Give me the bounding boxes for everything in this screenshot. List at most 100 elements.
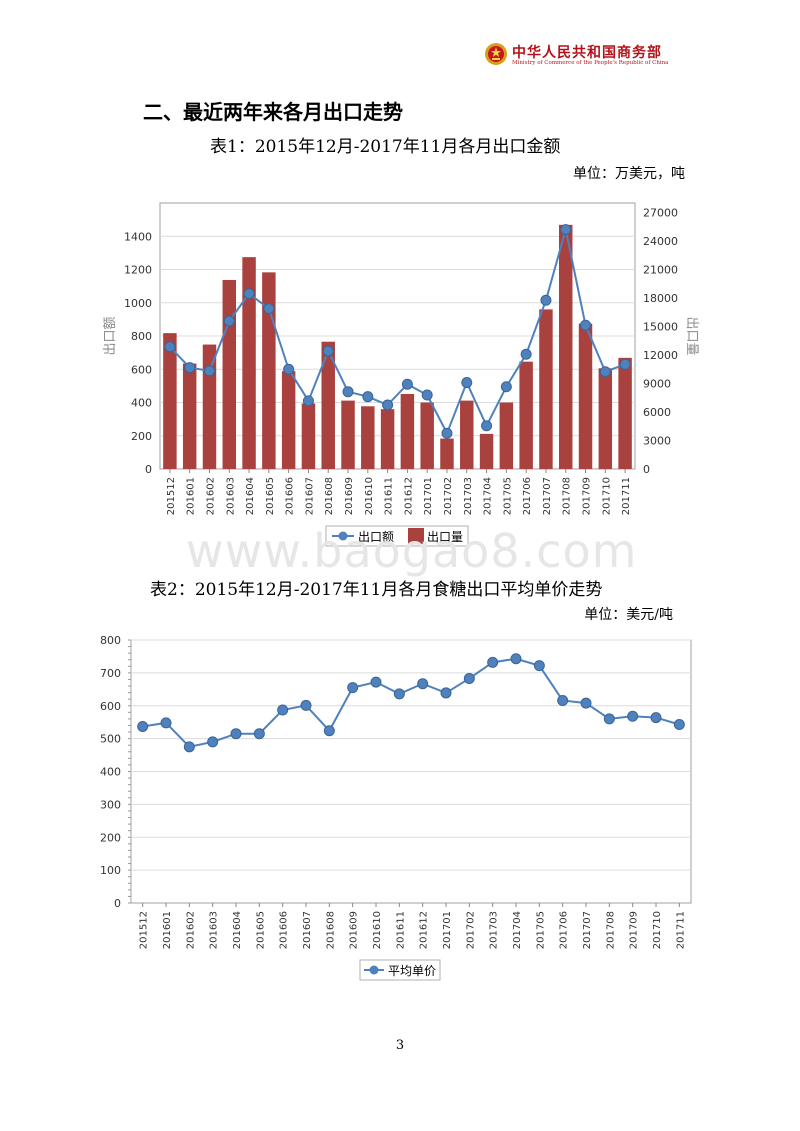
chart1-unit-note: 单位：万美元，吨 [573,166,685,182]
x-tick-label: 201605 [265,477,276,515]
bar [559,224,573,469]
bar [281,371,296,469]
line-point [203,365,215,377]
bar [460,400,474,469]
x-tick-label: 201708 [562,477,573,515]
y-tick-label: 200 [100,831,121,844]
bar [578,323,593,469]
legend-box [359,959,441,981]
right-axis-tick-label: 9000 [643,378,671,391]
x-tick-label: 201704 [483,477,494,515]
x-tick-label: 201707 [542,477,553,515]
bar [361,406,375,469]
line-point [230,728,242,740]
x-tick-label: 201710 [601,477,612,515]
y-tick-label: 500 [100,733,121,746]
line-point [540,294,552,306]
page-number: 3 [395,1038,405,1053]
ministry-logo: 中华人民共和国商务部 Ministry of Commerce of the P… [484,42,684,72]
line-point [183,741,195,753]
line-point [441,427,453,439]
line-point [580,697,592,709]
left-axis-tick-label: 400 [131,397,152,410]
line-point [184,362,196,374]
line-point [481,420,493,432]
line-point [300,699,312,711]
average-price-chart: 0 100 200 300 400 500 600 700 800 201512 201601 201… [100,634,692,981]
x-tick-label: 201609 [344,477,355,515]
line-point [342,386,354,398]
x-tick-label: 201708 [605,911,616,949]
bar [440,438,454,469]
x-tick-label: 201606 [285,477,296,515]
x-tick-label: 201611 [395,911,406,949]
line-point [557,694,569,706]
x-tick-label: 201512 [139,911,150,949]
right-axis-tick-label: 6000 [643,406,671,419]
x-tick-label: 201706 [559,911,570,949]
line-point [603,713,615,725]
line-point [673,718,685,730]
line-point [510,653,522,665]
y-tick-label: 100 [100,864,121,877]
line-point [223,315,235,327]
y-tick-label: 0 [114,897,121,910]
x-tick-label: 201710 [652,911,663,949]
legend-line-marker [338,531,348,541]
line-point [619,358,631,370]
watermark: www.baogao8.com [186,524,638,578]
line-point [520,348,532,360]
line-point [322,345,334,357]
line-point [160,717,172,729]
line-point [440,687,452,699]
right-axis-tick-label: 21000 [643,264,678,277]
right-axis-tick-label: 12000 [643,349,678,362]
x-tick-label: 201612 [419,911,430,949]
line-point [243,288,255,300]
ministry-name-english: Ministry of Commerce of the People's Rep… [512,60,669,66]
legend-label: 出口量 [427,530,463,544]
line-point [393,688,405,700]
y-tick-label: 400 [100,766,121,779]
national-emblem-icon [485,43,507,65]
left-axis-tick-label: 1000 [124,297,152,310]
x-tick-label: 201604 [245,477,256,515]
right-axis-tick-label: 0 [643,463,650,476]
line-point [599,366,611,378]
x-tick-label: 201701 [423,477,434,515]
x-tick-label: 201602 [205,477,216,515]
bar [400,393,415,469]
export-volume-value-chart: 0 200 400 600 800 1000 1200 1400 0 3000 6000 9000 12… [103,202,699,547]
right-axis-tick-label: 24000 [643,235,678,248]
line-point [207,736,219,748]
line-point [463,672,475,684]
x-tick-label: 201702 [443,477,454,515]
y-tick-label: 600 [100,700,121,713]
bar [262,272,276,469]
line-point [580,319,592,331]
x-tick-label: 201709 [629,911,640,949]
x-tick-label: 201603 [225,477,236,515]
y-tick-label: 300 [100,798,121,811]
x-tick-label: 201601 [162,911,173,949]
line-point [277,704,289,716]
x-tick-label: 201701 [442,911,453,949]
line-point [253,728,265,740]
x-tick-label: 201604 [232,911,243,949]
x-tick-label: 201610 [364,477,375,515]
chart2-unit-note: 单位：美元/吨 [584,607,673,623]
line-point [627,710,639,722]
line-point [137,720,149,732]
x-tick-label: 201608 [324,477,335,515]
line-point [401,378,413,390]
line-point [323,725,335,737]
x-tick-label: 201702 [465,911,476,949]
line-point [487,656,499,668]
bar [163,333,177,469]
x-tick-label: 201703 [463,477,474,515]
x-tick-label: 201705 [502,477,513,515]
x-tick-label: 201609 [349,911,360,949]
chart1-caption: 表1：2015年12月-2017年11月各月出口金额 [210,137,561,157]
bar [202,344,217,469]
left-axis-tick-label: 600 [131,363,152,376]
